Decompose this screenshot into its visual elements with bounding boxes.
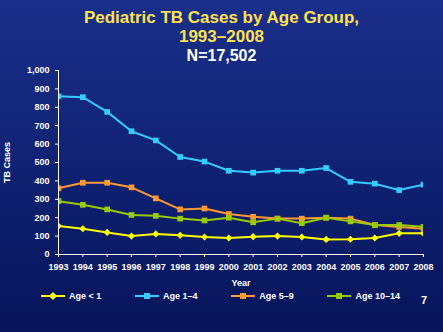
svg-text:2008: 2008	[413, 262, 433, 272]
html-text:7: 7	[420, 294, 427, 306]
svg-text:2004: 2004	[316, 262, 336, 272]
html-text:Age 10–14: Age 10–14	[355, 291, 400, 301]
html-text:Pediatric TB Cases by Age Grou: Pediatric TB Cases by Age Group, 1993–20…	[83, 8, 360, 46]
svg-text:1993: 1993	[48, 262, 68, 272]
svg-text:2003: 2003	[292, 262, 312, 272]
svg-text:1998: 1998	[170, 262, 190, 272]
svg-text:1,000: 1,000	[27, 65, 50, 75]
svg-text:TB Cases: TB Cases	[2, 142, 12, 183]
svg-text:1999: 1999	[194, 262, 214, 272]
svg-text:1997: 1997	[146, 262, 166, 272]
svg-text:400: 400	[34, 176, 49, 186]
svg-text:800: 800	[34, 102, 49, 112]
html-text:Age 5–9: Age 5–9	[259, 291, 294, 301]
svg-text:2005: 2005	[340, 262, 360, 272]
svg-text:1994: 1994	[73, 262, 93, 272]
svg-text:2007: 2007	[389, 262, 409, 272]
svg-text:0: 0	[44, 249, 49, 259]
svg-text:700: 700	[34, 121, 49, 131]
svg-text:100: 100	[34, 231, 49, 241]
svg-text:2001: 2001	[243, 262, 263, 272]
svg-text:2000: 2000	[219, 262, 239, 272]
svg-text:2006: 2006	[365, 262, 385, 272]
svg-text:2002: 2002	[267, 262, 287, 272]
html-text:Age < 1: Age < 1	[69, 291, 102, 301]
svg-text:600: 600	[34, 139, 49, 149]
html-text:N=17,502: N=17,502	[186, 47, 257, 64]
svg-text:900: 900	[34, 84, 49, 94]
svg-text:500: 500	[34, 157, 49, 167]
svg-text:1995: 1995	[97, 262, 117, 272]
svg-text:1996: 1996	[121, 262, 141, 272]
svg-text:Year: Year	[231, 278, 251, 288]
svg-text:300: 300	[34, 194, 49, 204]
html-text:Age 1–4: Age 1–4	[163, 291, 198, 301]
svg-text:200: 200	[34, 213, 49, 223]
